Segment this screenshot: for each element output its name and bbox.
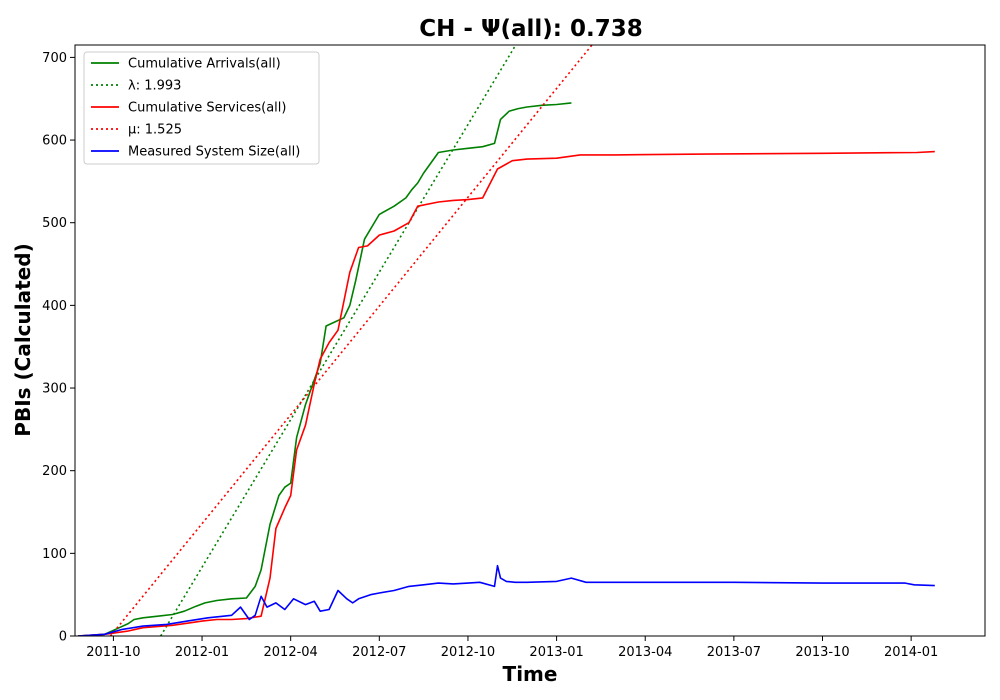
y-tick-label: 300 bbox=[42, 382, 67, 397]
x-tick-label: 2012-07 bbox=[352, 645, 406, 660]
x-tick-label: 2013-07 bbox=[707, 645, 761, 660]
legend-box bbox=[83, 51, 320, 165]
x-tick-label: 2014-01 bbox=[884, 645, 938, 660]
y-tick-label: 500 bbox=[42, 216, 67, 231]
plot-area bbox=[77, 45, 935, 636]
legend-label-1: λ: 1.993 bbox=[128, 79, 181, 94]
series-line-2 bbox=[77, 150, 935, 636]
series-line-1 bbox=[160, 45, 517, 636]
y-tick-label: 200 bbox=[42, 464, 67, 479]
legend: Cumulative Arrivals(all) λ: 1.993 Cumulati… bbox=[83, 51, 320, 165]
plot-frame bbox=[74, 44, 986, 637]
legend-label-4: Measured System Size(all) bbox=[128, 145, 300, 160]
y-tick-label: 400 bbox=[42, 299, 67, 314]
y-tick-label: 700 bbox=[42, 51, 67, 66]
series-line-4 bbox=[77, 564, 935, 636]
y-axis: 0 100 200 300 400 500 600 700 bbox=[42, 51, 75, 645]
x-tick-label: 2012-04 bbox=[264, 645, 318, 660]
x-tick-label: 2013-04 bbox=[618, 645, 672, 660]
x-tick-label: 2012-10 bbox=[441, 645, 495, 660]
y-tick-label: 600 bbox=[42, 134, 67, 149]
legend-label-0: Cumulative Arrivals(all) bbox=[128, 57, 281, 72]
x-axis: 2011-10 2012-01 2012-04 2012-07 2012-10 2013-… bbox=[86, 636, 938, 660]
x-tick-label: 2012-01 bbox=[175, 645, 229, 660]
y-axis-label: PBIs (Calculated) bbox=[11, 243, 35, 436]
series-line-0 bbox=[77, 102, 572, 636]
y-tick-label: 0 bbox=[59, 630, 67, 645]
legend-label-2: Cumulative Services(all) bbox=[128, 101, 286, 116]
y-tick-label: 100 bbox=[42, 547, 67, 562]
series-line-3 bbox=[109, 45, 593, 636]
x-axis-label: Time bbox=[503, 662, 558, 686]
x-tick-label: 2013-01 bbox=[529, 645, 583, 660]
x-tick-label: 2011-10 bbox=[86, 645, 140, 660]
legend-label-3: μ: 1.525 bbox=[128, 123, 182, 138]
x-tick-label: 2013-10 bbox=[795, 645, 849, 660]
chart-title: CH - Ψ(all): 0.738 bbox=[419, 16, 643, 42]
